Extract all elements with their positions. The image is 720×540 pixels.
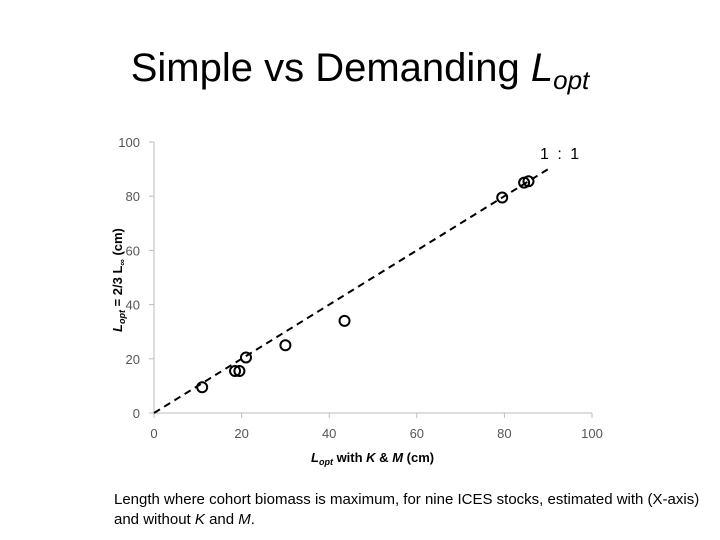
y-axis-title-sub: opt [117,309,127,324]
caption-end: . [250,511,255,528]
x-tick-label: 40 [322,426,336,441]
y-axis-title-eq: = 2/3 L [110,266,125,310]
x-tick-label: 0 [150,426,157,441]
y-tick-label: 100 [118,135,140,150]
ratio-label: 1 : 1 [540,146,581,163]
x-axis-title-amp: & [376,450,393,465]
x-axis-title-k: K [366,450,377,465]
data-point [338,314,351,327]
x-axis-title-m: M [392,450,404,465]
data-points [196,175,535,394]
chart-axes [149,141,593,418]
caption-text: Length where cohort biomass is maximum, … [114,491,700,528]
x-axis-title-sub: opt [319,457,334,467]
title-main: Simple vs Demanding [130,46,531,90]
caption-m: M [238,511,251,528]
x-tick-label: 60 [410,426,424,441]
caption-k: K [194,511,205,528]
y-tick-label: 80 [126,189,140,204]
x-axis-title-l: L [311,450,319,465]
y-axis-title-l: L [110,324,125,332]
tick-labels: 0 20 40 60 80 100 0 20 40 60 80 100 [118,135,603,441]
y-tick-label: 0 [133,406,140,421]
y-axis-title: Lopt = 2/3 L∞ (cm) [110,228,127,332]
x-axis-title: Lopt with K & M (cm) [311,450,434,467]
x-tick-label: 80 [497,426,511,441]
title-subscript: opt [553,65,590,95]
y-tick-label: 40 [126,298,140,313]
y-tick-label: 60 [126,243,140,258]
data-point [279,339,292,352]
data-point [522,175,535,188]
y-axis-title-unit: (cm) [110,228,125,259]
data-point [496,191,509,204]
caption: Length where cohort biomass is maximum, … [114,490,704,530]
x-tick-label: 100 [581,426,603,441]
title-l: L [530,46,554,90]
data-point [239,351,252,364]
slide-title: Simple vs Demanding Lopt [0,42,720,106]
reference-line-group [153,168,549,414]
data-point [196,381,209,394]
x-axis-title-unit: (cm) [403,450,434,465]
data-point [229,364,242,377]
reference-line [153,168,549,414]
x-tick-label: 20 [234,426,248,441]
y-tick-label: 20 [126,352,140,367]
y-axis-title-inf: ∞ [117,259,127,266]
data-point [233,364,246,377]
x-axis-title-with: with [333,450,366,465]
caption-and: and [204,511,239,528]
